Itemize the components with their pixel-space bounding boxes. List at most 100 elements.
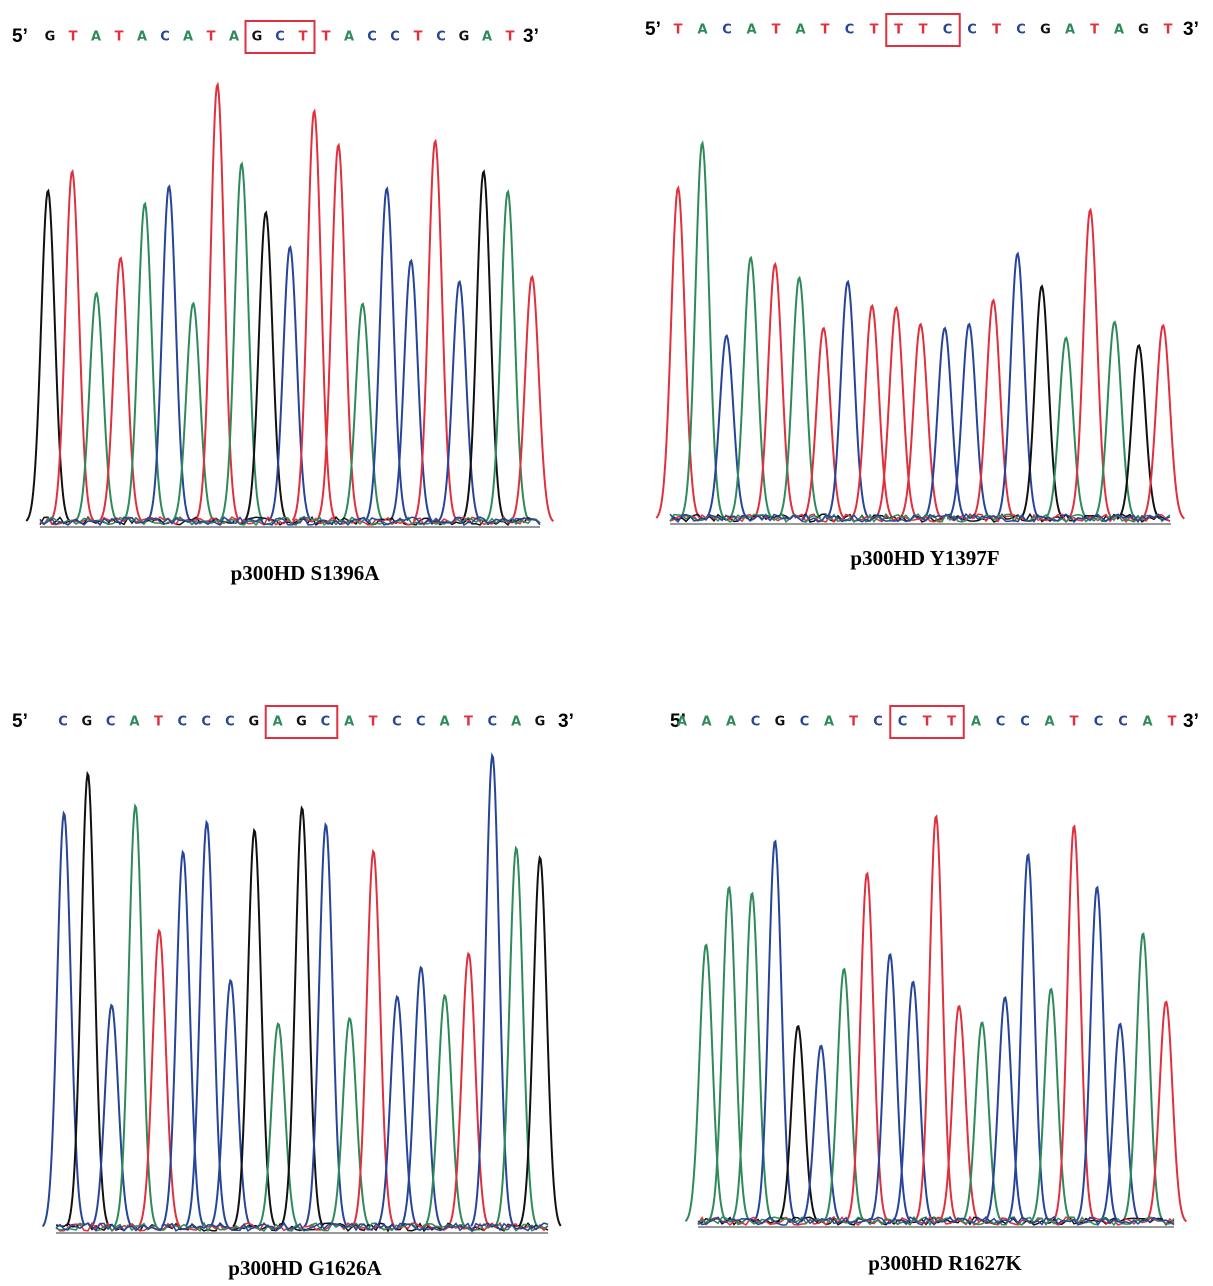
five-prime-label: 5’	[12, 26, 28, 47]
sample-label: p300HD R1627K	[868, 1251, 1022, 1275]
trace-peak	[162, 852, 204, 1226]
trace-peak	[846, 874, 887, 1221]
base-letter: C	[1016, 23, 1026, 38]
sample-label: p300HD Y1397F	[850, 546, 999, 570]
base-letter: A	[130, 715, 140, 730]
base-letter: C	[722, 23, 732, 38]
base-letter: C	[321, 715, 331, 730]
trace-peak	[51, 172, 94, 521]
base-letter: T	[207, 30, 216, 45]
base-letter: A	[440, 715, 450, 730]
trace-peak	[281, 808, 323, 1226]
trace-peak	[996, 254, 1039, 519]
base-letter: C	[873, 715, 883, 730]
base-letter: A	[137, 30, 147, 45]
base-letter: C	[898, 715, 908, 730]
base-letter: A	[1044, 715, 1054, 730]
three-prime-label: 3’	[1183, 19, 1199, 40]
five-prime-label: 5’	[645, 19, 661, 40]
base-letter: T	[414, 30, 423, 45]
trace-peak	[462, 172, 505, 521]
trace-peak	[984, 998, 1025, 1222]
chromatogram-panel: 5’3’AAACGCATCCTTACCATCCATp300HD R1627K	[670, 706, 1199, 1275]
base-letter: C	[1020, 715, 1030, 730]
base-letter: T	[322, 30, 331, 45]
base-letter: G	[1138, 23, 1149, 38]
base-letter: A	[511, 715, 521, 730]
trace-peak	[1141, 326, 1184, 519]
base-letter: A	[795, 23, 805, 38]
base-letter: C	[201, 715, 211, 730]
trace-peak	[114, 806, 156, 1227]
chromatogram-panel: 5’3’CGCATCCCGAGCATCCATCAGp300HD G1626A	[12, 706, 574, 1280]
base-letter: T	[506, 30, 515, 45]
base-letter: C	[488, 715, 498, 730]
base-letter: C	[392, 715, 402, 730]
base-letter: G	[459, 30, 470, 45]
base-letter: C	[996, 715, 1006, 730]
trace-peak	[352, 852, 394, 1227]
base-letter: G	[248, 715, 259, 730]
trace-peak	[1093, 322, 1136, 519]
base-letter: A	[91, 30, 101, 45]
base-letter: T	[1164, 23, 1173, 38]
trace-peak	[915, 817, 956, 1221]
trace-peak	[1069, 210, 1112, 518]
trace-peak	[26, 191, 69, 521]
trace-peak	[708, 888, 749, 1221]
base-letter: A	[344, 30, 354, 45]
base-letter: C	[106, 715, 116, 730]
sample-label: p300HD G1626A	[228, 1256, 382, 1280]
base-letter: T	[821, 23, 830, 38]
trace-peak	[365, 189, 408, 521]
base-letter: T	[923, 715, 932, 730]
base-letter: T	[69, 30, 78, 45]
base-letter: C	[160, 30, 170, 45]
base-letter: C	[177, 715, 187, 730]
base-letter: G	[45, 30, 56, 45]
five-prime-label: 5’	[12, 711, 28, 732]
trace-peak	[186, 822, 228, 1226]
base-letter: G	[296, 715, 307, 730]
base-letter: T	[1070, 715, 1079, 730]
trace-peak	[754, 842, 795, 1221]
base-letter: A	[1114, 23, 1124, 38]
base-letter: T	[115, 30, 124, 45]
base-letter: T	[772, 23, 781, 38]
base-letter: G	[535, 715, 546, 730]
base-letter: A	[701, 715, 711, 730]
base-letter: T	[369, 715, 378, 730]
trace-peak	[400, 968, 442, 1228]
base-letter: C	[275, 30, 285, 45]
base-letter: C	[1094, 715, 1104, 730]
base-letter: A	[1065, 23, 1075, 38]
base-letter: C	[1118, 715, 1128, 730]
base-letter: A	[482, 30, 492, 45]
base-letter: T	[299, 30, 308, 45]
base-letter: A	[183, 30, 193, 45]
base-letter: A	[726, 715, 736, 730]
trace-peak	[147, 187, 190, 522]
base-letter: T	[992, 23, 1001, 38]
trace-peak	[1053, 826, 1094, 1220]
trace-peak	[414, 141, 457, 521]
base-letter: T	[849, 715, 858, 730]
base-letter: G	[775, 715, 786, 730]
base-letter: C	[436, 30, 446, 45]
base-letter: G	[82, 715, 93, 730]
base-letter: C	[845, 23, 855, 38]
base-letter: G	[252, 30, 263, 45]
trace-peak	[1030, 989, 1071, 1221]
base-letter: C	[58, 715, 68, 730]
base-letter: C	[367, 30, 377, 45]
trace-peak	[196, 85, 239, 521]
trace-peak	[729, 258, 772, 519]
trace-peak	[1007, 855, 1048, 1221]
base-letter: T	[464, 715, 473, 730]
base-letter: C	[943, 23, 953, 38]
trace-peak	[471, 756, 513, 1227]
trace-peak	[293, 111, 336, 520]
three-prime-label: 3’	[1183, 711, 1199, 732]
base-letter: T	[1090, 23, 1099, 38]
